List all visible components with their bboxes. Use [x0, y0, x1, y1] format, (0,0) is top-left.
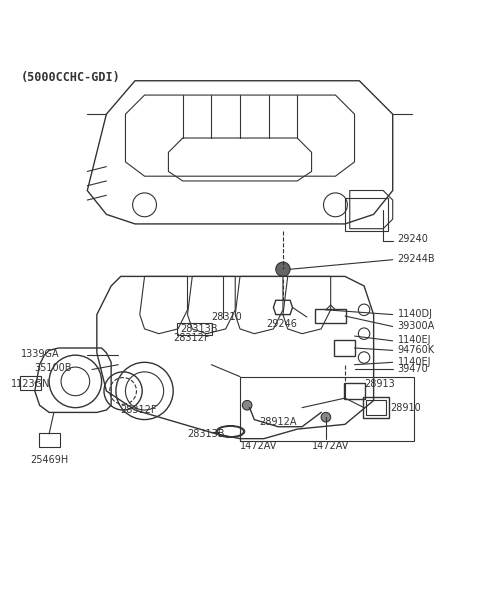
Text: 39470: 39470 — [397, 364, 428, 374]
Text: 1140EJ: 1140EJ — [397, 335, 431, 345]
Text: 1472AV: 1472AV — [240, 441, 277, 451]
Text: 35100B: 35100B — [35, 363, 72, 373]
Text: 1339GA: 1339GA — [21, 349, 59, 359]
Circle shape — [242, 401, 252, 410]
Circle shape — [276, 262, 290, 277]
Text: 29244B: 29244B — [397, 254, 435, 264]
Text: 25469H: 25469H — [30, 455, 68, 465]
Text: 1472AV: 1472AV — [312, 441, 349, 451]
Text: 28312F: 28312F — [120, 405, 157, 415]
Text: 28310: 28310 — [211, 312, 242, 322]
Text: 28313B: 28313B — [180, 324, 218, 334]
Text: 28313B: 28313B — [188, 429, 225, 439]
Circle shape — [321, 413, 331, 422]
Text: (5000CCHC-GDI): (5000CCHC-GDI) — [21, 71, 120, 84]
Text: 1140DJ: 1140DJ — [397, 309, 432, 319]
Text: 28912A: 28912A — [259, 417, 297, 427]
Text: 1123GN: 1123GN — [11, 379, 50, 389]
Text: 94760K: 94760K — [397, 345, 434, 355]
Text: 39300A: 39300A — [397, 321, 435, 331]
Text: 28913: 28913 — [364, 379, 395, 389]
Text: 28312F: 28312F — [173, 333, 210, 343]
Text: 28910: 28910 — [390, 402, 421, 413]
Text: 29240: 29240 — [397, 234, 428, 244]
Text: 29246: 29246 — [266, 319, 297, 329]
Text: 1140EJ: 1140EJ — [397, 357, 431, 367]
